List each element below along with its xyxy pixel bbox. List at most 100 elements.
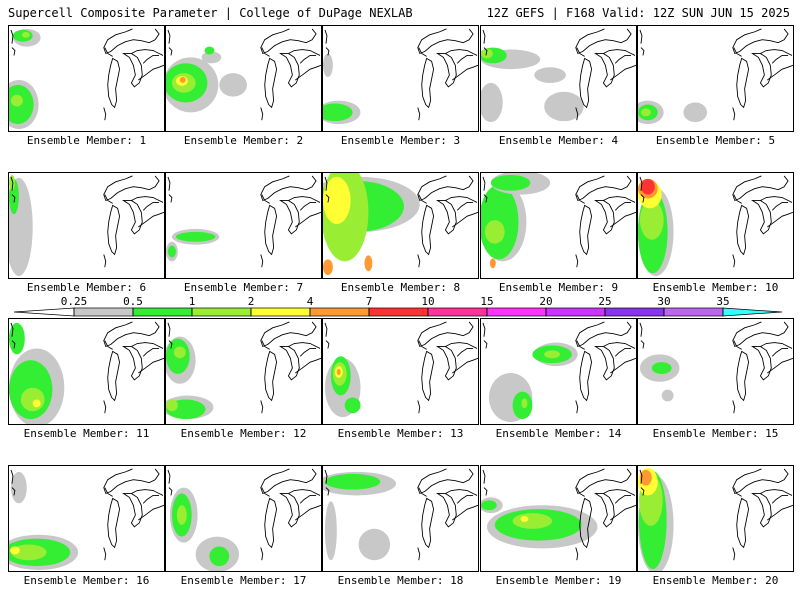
coastline [575, 254, 579, 268]
coastline [324, 29, 328, 44]
coastline [576, 47, 585, 57]
scp-field [9, 28, 164, 130]
ensemble-member-label: Ensemble Member: 6 [26, 281, 147, 294]
coastline [417, 400, 421, 414]
scp-contour-area [323, 259, 333, 276]
coastline [445, 49, 478, 56]
coastline [260, 254, 264, 268]
coastline [295, 64, 321, 81]
coastline [575, 107, 579, 121]
scp-field [166, 28, 321, 121]
scp-contour-area [512, 513, 553, 529]
coastline [640, 194, 645, 203]
coastline [122, 200, 143, 235]
coastline [417, 175, 474, 202]
colorbar-tick-label: 1 [189, 296, 196, 308]
coastline [732, 175, 789, 202]
coastline [104, 487, 113, 497]
scp-contour-area [9, 174, 15, 191]
coastline [299, 347, 317, 357]
colorbar-tick-label: 25 [598, 296, 611, 308]
coastline [122, 346, 143, 381]
coastline [261, 340, 270, 350]
coastline [421, 57, 435, 109]
coastline [325, 340, 330, 349]
scp-contour-area [175, 231, 216, 242]
coastline [131, 196, 164, 203]
ensemble-member-map [8, 25, 165, 132]
colorbar-segment [604, 307, 665, 317]
scp-contour-area [534, 67, 566, 83]
coastline [594, 200, 615, 235]
coastline [417, 547, 421, 561]
coastline [103, 547, 107, 561]
colorbar-tick-label: 4 [307, 296, 314, 308]
scp-contour-area [683, 102, 708, 123]
ensemble-member-map [637, 465, 794, 572]
coastline [614, 54, 632, 64]
coastline [421, 350, 435, 402]
ensemble-member-map [480, 172, 637, 279]
coastline [421, 204, 435, 256]
scp-field [638, 175, 793, 277]
coastline [260, 28, 317, 55]
coastline [610, 504, 636, 521]
coastline [167, 29, 171, 44]
scp-contour-area [640, 178, 655, 195]
coastline [142, 54, 160, 64]
ensemble-member-label: Ensemble Member: 1 [26, 134, 147, 147]
coastline [575, 400, 579, 414]
ensemble-member-map [165, 465, 322, 572]
scp-contour-area [176, 505, 187, 525]
coastline [603, 489, 636, 496]
scp-contour-area [10, 94, 23, 107]
coastline [639, 469, 643, 484]
colorbar-tick-label: 10 [421, 296, 434, 308]
scp-contour-area [201, 51, 222, 64]
coastline [579, 350, 593, 402]
coastline [325, 194, 330, 203]
coastline [445, 342, 478, 349]
coastline [418, 340, 427, 350]
colorbar-segment [132, 307, 193, 317]
colorbar-tick-label: 0.25 [61, 296, 88, 308]
colorbar-segment [73, 307, 134, 317]
coastline [11, 487, 16, 496]
coastline [579, 204, 593, 256]
coastline [418, 487, 427, 497]
ensemble-member-map [637, 25, 794, 132]
coastline [167, 322, 171, 337]
scp-contour-area [167, 245, 176, 258]
coastline [103, 321, 160, 348]
ensemble-member-label: Ensemble Member: 16 [23, 574, 150, 587]
coastline [264, 204, 278, 256]
ensemble-member-map [8, 465, 165, 572]
coastline [603, 342, 636, 349]
colorbar-segment [191, 307, 252, 317]
coastline [167, 176, 171, 191]
coastline [452, 504, 478, 521]
coastline [288, 196, 321, 203]
scp-field [323, 28, 478, 125]
coastline [418, 47, 427, 57]
coastline [131, 49, 164, 56]
coastline [418, 194, 427, 204]
ensemble-member-label: Ensemble Member: 18 [337, 574, 464, 587]
coastline [575, 28, 632, 55]
ensemble-member-label: Ensemble Member: 3 [340, 134, 461, 147]
run-valid-time: 12Z GEFS | F168 Valid: 12Z SUN JUN 15 20… [486, 6, 790, 20]
colorbar-tick-label: 2 [248, 296, 255, 308]
coastline [260, 321, 317, 348]
ensemble-member-map [165, 172, 322, 279]
coastline [456, 494, 474, 504]
scp-field [482, 321, 636, 423]
coastline [751, 53, 772, 88]
scp-contour-area [364, 255, 373, 272]
scp-contour-area [521, 398, 528, 409]
scp-contour-area [204, 46, 215, 55]
coastline [483, 340, 488, 349]
scp-field [481, 173, 636, 269]
ensemble-member-map [165, 25, 322, 132]
coastline [733, 47, 742, 57]
coastline [436, 53, 457, 88]
